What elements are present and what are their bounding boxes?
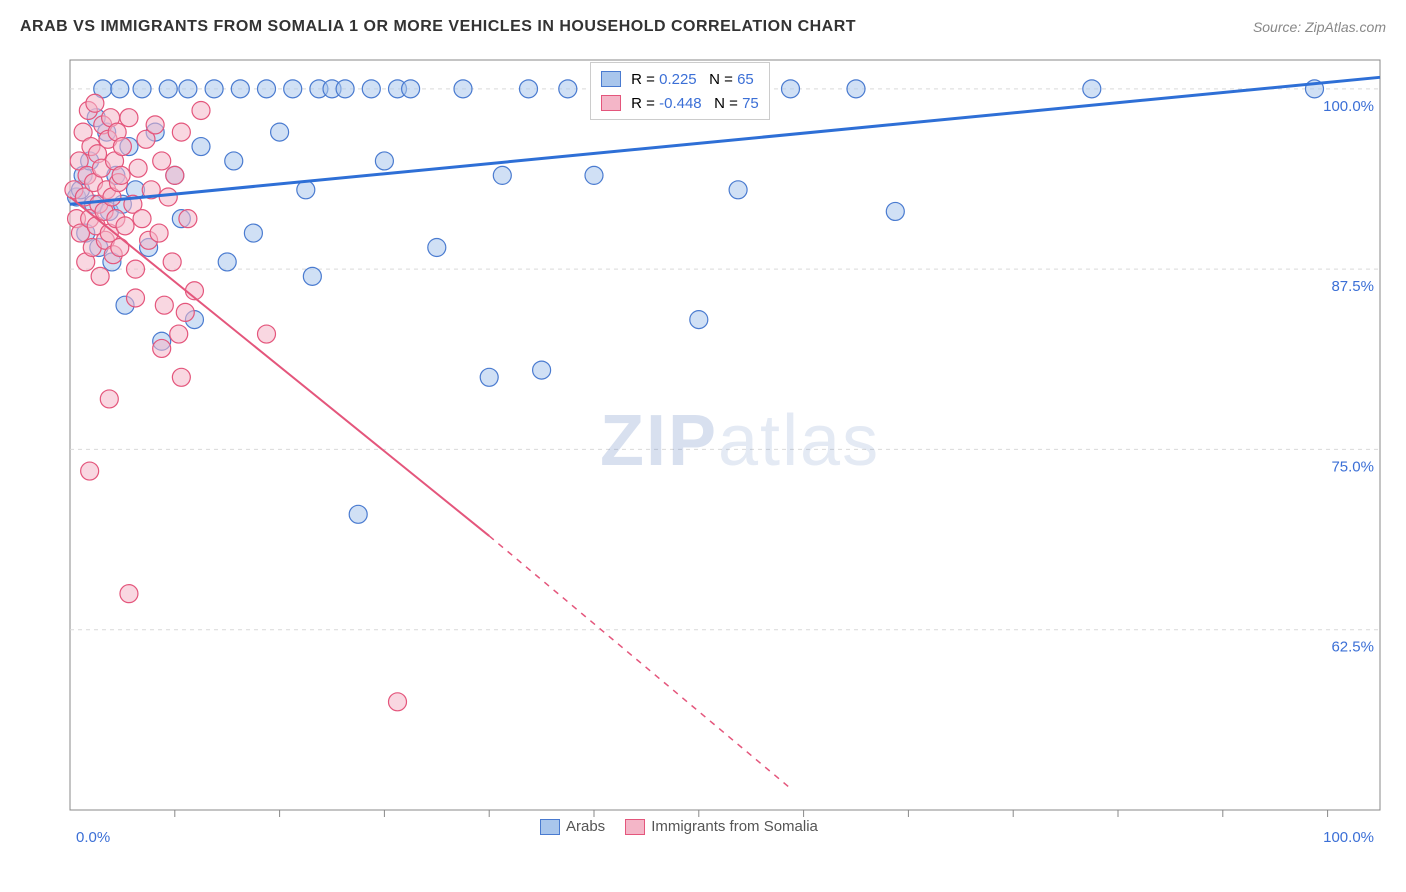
legend-label: Arabs <box>566 818 605 835</box>
legend-swatch-icon <box>601 95 621 111</box>
stat-text: R = -0.448 N = 75 <box>627 95 759 112</box>
svg-text:75.0%: 75.0% <box>1331 458 1374 475</box>
legend-swatch-icon <box>540 819 560 835</box>
legend-item: Immigrants from Somalia <box>625 818 818 835</box>
svg-text:100.0%: 100.0% <box>1323 829 1374 846</box>
chart-container: 62.5%75.0%87.5%100.0%0.0%100.0% ZIPatlas… <box>60 50 1390 830</box>
legend-swatch-icon <box>625 819 645 835</box>
source-attribution: Source: ZipAtlas.com <box>1253 19 1386 35</box>
stat-row: R = -0.448 N = 75 <box>601 91 759 115</box>
svg-text:0.0%: 0.0% <box>76 829 110 846</box>
legend-item: Arabs <box>540 818 605 835</box>
chart-title: ARAB VS IMMIGRANTS FROM SOMALIA 1 OR MOR… <box>20 18 856 36</box>
stat-row: R = 0.225 N = 65 <box>601 67 759 91</box>
legend-swatch-icon <box>601 71 621 87</box>
svg-text:62.5%: 62.5% <box>1331 639 1374 656</box>
svg-text:100.0%: 100.0% <box>1323 98 1374 115</box>
correlation-stats-legend: R = 0.225 N = 65 R = -0.448 N = 75 <box>590 62 770 120</box>
scatter-chart: 62.5% 75.0% 87.5% 100.0% 0.0% 100.0% <box>60 50 1390 870</box>
legend-label: Immigrants from Somalia <box>651 818 818 835</box>
svg-text:87.5%: 87.5% <box>1331 278 1374 295</box>
stat-text: R = 0.225 N = 65 <box>627 71 754 88</box>
series-legend: Arabs Immigrants from Somalia <box>540 818 818 835</box>
